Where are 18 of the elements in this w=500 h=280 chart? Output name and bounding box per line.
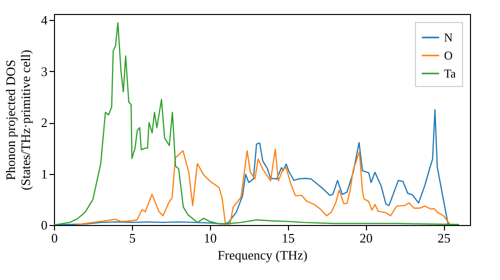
y-tick-label: 1 — [41, 166, 48, 182]
y-tick-label: 2 — [41, 115, 48, 130]
y-tick-label: 0 — [41, 218, 48, 232]
x-tick-label: 10 — [204, 230, 217, 246]
x-axis-title: Frequency (THz) — [218, 248, 308, 262]
x-tick-label: 20 — [360, 230, 373, 246]
y-tick-label: 3 — [41, 64, 48, 79]
legend-label: O — [444, 48, 453, 62]
x-tick-label: 0 — [51, 230, 58, 246]
legend-label: Ta — [444, 66, 456, 80]
y-tick-label: 4 — [41, 12, 48, 28]
line-series — [54, 22, 460, 225]
line-series — [76, 148, 450, 225]
y-axis-title: Phonon projected DOS (States/THz·primitive cell) — [3, 50, 33, 190]
x-tick-label: 5 — [129, 230, 136, 246]
x-tick-label: 15 — [282, 230, 295, 246]
legend-label: N — [444, 30, 453, 44]
x-tick-label: 25 — [438, 230, 451, 246]
